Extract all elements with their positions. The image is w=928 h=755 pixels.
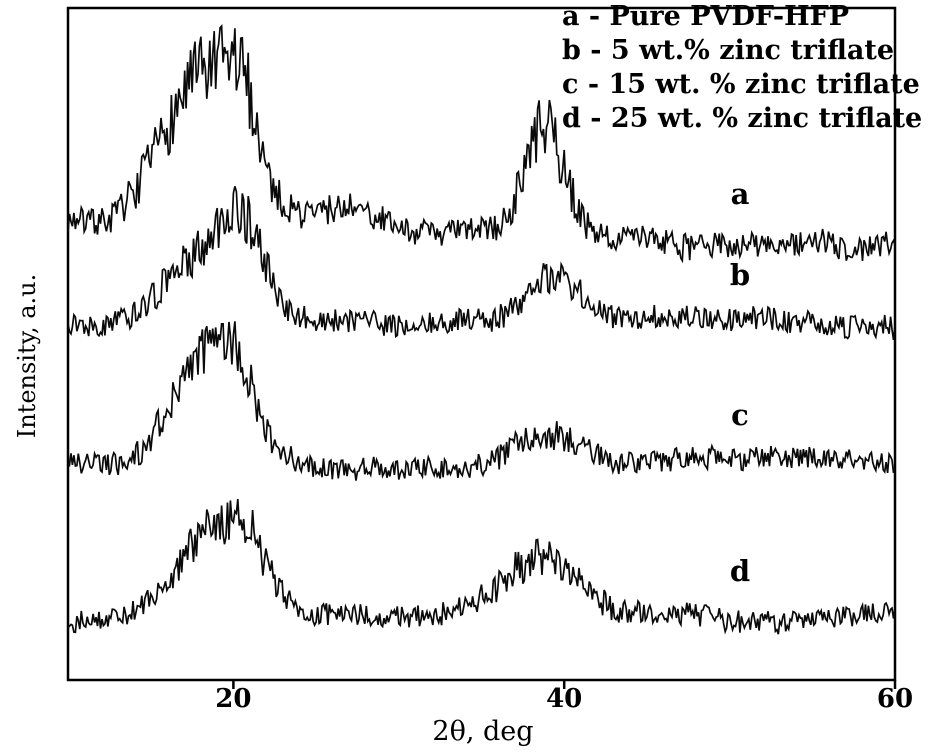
legend-entry-d: d - 25 wt. % zinc triflate xyxy=(562,103,923,134)
x-tick-20: 20 xyxy=(215,684,252,714)
legend-entry-c: c - 15 wt. % zinc triflate xyxy=(562,69,920,100)
curve-label-c: c xyxy=(731,397,749,432)
series-line-a xyxy=(68,24,895,264)
series-line-c xyxy=(68,321,895,481)
series-line-b xyxy=(68,186,895,341)
x-tick-60: 60 xyxy=(876,684,914,714)
plot-frame xyxy=(66,6,897,682)
traces-group xyxy=(68,24,895,635)
x-tick-40: 40 xyxy=(546,684,583,714)
y-axis-label: Intensity, a.u. xyxy=(13,273,41,439)
curve-label-a: a xyxy=(730,176,750,211)
series-line-d xyxy=(68,499,895,635)
curve-label-d: d xyxy=(729,553,751,588)
x-axis-label: 2θ, deg xyxy=(432,716,534,747)
legend-entry-b: b - 5 wt.% zinc triflate xyxy=(562,35,895,66)
legend-entry-a: a - Pure PVDF-HFP xyxy=(562,1,850,32)
curve-label-b: b xyxy=(729,257,751,292)
legend: a - Pure PVDF-HFP b - 5 wt.% zinc trifla… xyxy=(562,0,922,136)
